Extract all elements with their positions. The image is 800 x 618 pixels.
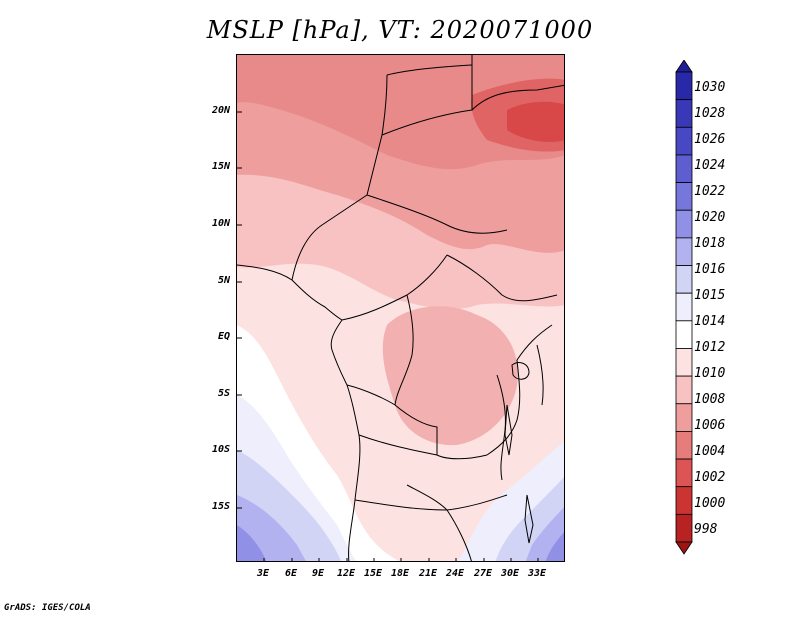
colorbar-label-1026: 1026 — [694, 132, 726, 147]
lat-label-20n: 20N — [211, 105, 230, 116]
colorbar-top-arrow — [675, 60, 693, 73]
lat-label-15n: 15N — [211, 161, 230, 172]
lon-label-21e: 21E — [418, 568, 438, 579]
colorbar-segment — [675, 154, 693, 183]
colorbar-bottom-arrow — [675, 541, 693, 555]
colorbar-label-1012: 1012 — [694, 340, 726, 355]
mslp-field-map — [237, 55, 564, 561]
colorbar-segment — [675, 265, 693, 294]
colorbar-segment — [675, 513, 693, 543]
grads-credit: GrADS: IGES/COLA — [4, 603, 91, 613]
lon-label-3e: 3E — [256, 568, 270, 579]
colorbar-label-1016: 1016 — [694, 262, 726, 277]
field-se-1018 — [545, 532, 564, 561]
colorbar-segment — [675, 348, 693, 377]
colorbar-segment — [675, 375, 693, 405]
colorbar-label-1028: 1028 — [694, 106, 726, 121]
lon-label-15e: 15E — [363, 568, 383, 579]
colorbar — [675, 60, 693, 555]
lon-label-30e: 30E — [500, 568, 520, 579]
colorbar-label-998: 998 — [694, 522, 718, 537]
field-low-core — [507, 101, 564, 142]
lat-label-5n: 5N — [217, 275, 230, 286]
field-1018-1020 — [237, 525, 267, 561]
lon-label-27e: 27E — [473, 568, 493, 579]
colorbar-segment — [675, 237, 693, 266]
colorbar-label-1000: 1000 — [694, 496, 726, 511]
colorbar-segment — [675, 320, 693, 349]
lon-label-12e: 12E — [336, 568, 356, 579]
frame-ticks — [237, 111, 539, 561]
lon-label-9e: 9E — [311, 568, 325, 579]
colorbar-label-1015: 1015 — [694, 288, 726, 303]
lon-label-18e: 18E — [390, 568, 410, 579]
colorbar-segment — [675, 71, 693, 101]
colorbar-segment — [675, 431, 693, 460]
colorbar-label-1022: 1022 — [694, 184, 726, 199]
colorbar-label-1020: 1020 — [694, 210, 726, 225]
colorbar-label-1030: 1030 — [694, 80, 726, 95]
lat-label-5s: 5S — [217, 388, 230, 399]
lat-label-10s: 10S — [211, 444, 230, 455]
lat-label-15s: 15S — [211, 501, 230, 512]
field-1004-1006 — [237, 55, 564, 170]
colorbar-label-1004: 1004 — [694, 444, 726, 459]
colorbar-label-1014: 1014 — [694, 314, 726, 329]
colorbar-label-1018: 1018 — [694, 236, 726, 251]
colorbar-segments — [675, 60, 693, 555]
colorbar-segment — [675, 209, 693, 239]
colorbar-segment — [675, 126, 693, 156]
lat-label-eq: EQ — [217, 331, 230, 342]
lakes — [504, 362, 534, 544]
colorbar-label-1024: 1024 — [694, 158, 726, 173]
lat-label-10n: 10N — [211, 218, 230, 229]
map-plot-area — [236, 54, 565, 562]
country-borders — [237, 55, 564, 561]
chart-title: MSLP [hPa], VT: 2020071000 — [206, 16, 594, 44]
colorbar-segment — [675, 99, 693, 128]
lon-label-24e: 24E — [445, 568, 465, 579]
colorbar-segment — [675, 182, 693, 211]
colorbar-segment — [675, 403, 693, 432]
colorbar-label-1006: 1006 — [694, 418, 726, 433]
colorbar-segment — [675, 292, 693, 322]
colorbar-label-1002: 1002 — [694, 470, 726, 485]
field-central-low — [382, 306, 518, 446]
lon-label-6e: 6E — [284, 568, 298, 579]
colorbar-segment — [675, 486, 693, 515]
lon-label-33e: 33E — [527, 568, 547, 579]
colorbar-segment — [675, 458, 693, 488]
colorbar-label-1008: 1008 — [694, 392, 726, 407]
colorbar-label-1010: 1010 — [694, 366, 726, 381]
